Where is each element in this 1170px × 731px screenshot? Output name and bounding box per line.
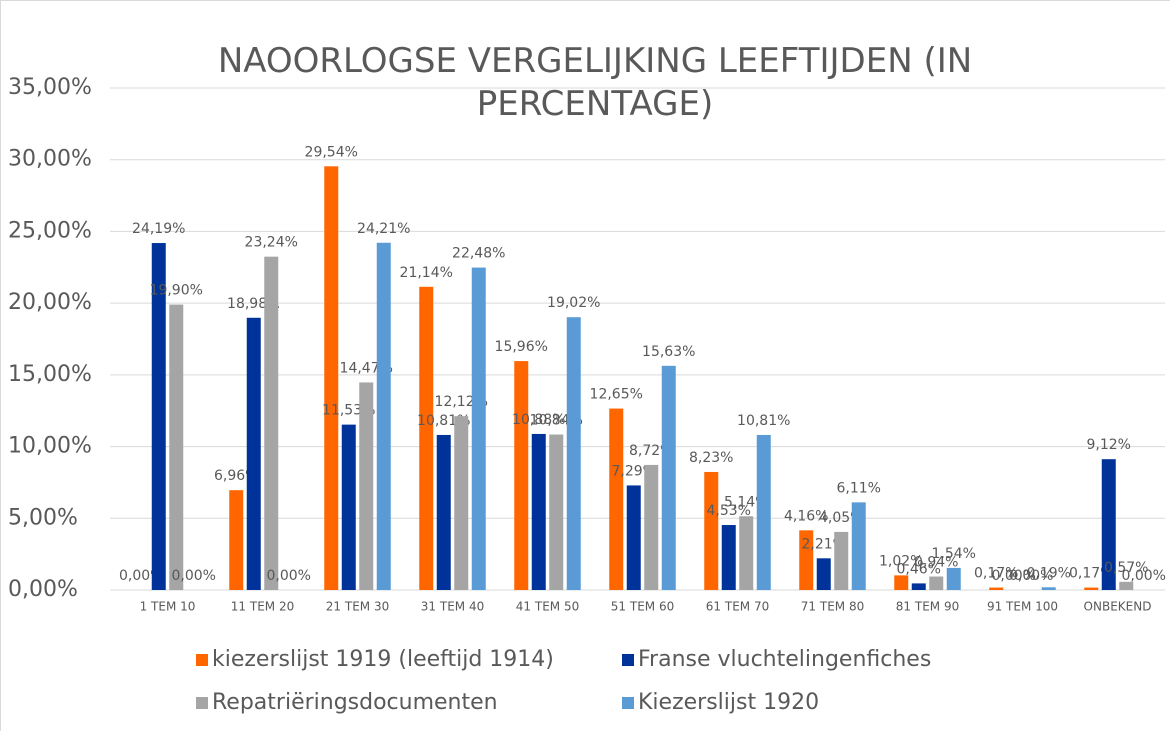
data-label: 10,81% — [737, 413, 790, 429]
data-label: 15,96% — [495, 339, 548, 355]
legend-swatch — [196, 654, 208, 666]
data-label: 19,90% — [150, 283, 203, 299]
data-label: 0,46% — [897, 561, 941, 577]
bar — [851, 502, 866, 590]
data-label: 0,00% — [172, 568, 216, 584]
data-label: 0,00% — [1009, 568, 1053, 584]
bar — [929, 576, 944, 590]
bar — [169, 304, 184, 590]
bar — [566, 317, 581, 590]
data-label: 10,88% — [512, 412, 565, 428]
bar — [739, 516, 754, 590]
bar — [894, 575, 909, 590]
x-tick-label: 1 TEM 10 — [140, 600, 196, 614]
data-label: 23,24% — [245, 235, 298, 251]
bar — [661, 365, 676, 590]
bar — [514, 361, 529, 590]
bar — [264, 256, 279, 590]
bar — [1084, 587, 1099, 590]
data-label: 12,65% — [590, 387, 643, 403]
bar — [246, 317, 261, 590]
legend-swatch — [196, 697, 208, 709]
bar — [704, 471, 719, 590]
data-label: 1,02% — [879, 553, 923, 569]
data-label: 24,19% — [132, 221, 185, 237]
data-label: 19,02% — [547, 295, 600, 311]
bar — [834, 531, 849, 590]
data-label: 9,12% — [1087, 437, 1131, 453]
x-tick-label: 51 TEM 60 — [611, 600, 674, 614]
bar — [756, 434, 771, 590]
legend-label: Repatriëringsdocumenten — [212, 690, 498, 715]
bar — [341, 424, 356, 590]
bar — [989, 587, 1004, 590]
legend-label: Franse vluchtelingenfiches — [638, 647, 931, 672]
bar — [1041, 587, 1056, 590]
y-tick-label: 20,00% — [8, 290, 92, 315]
bar — [376, 242, 391, 590]
bar — [644, 464, 659, 590]
x-tick-label: 91 TEM 100 — [987, 600, 1058, 614]
bar — [454, 416, 469, 590]
x-tick-label: 61 TEM 70 — [706, 600, 769, 614]
bar — [799, 530, 814, 590]
legend-label: Kiezerslijst 1920 — [638, 690, 819, 715]
bar — [419, 286, 434, 590]
data-label: 0,00% — [1122, 568, 1166, 584]
bar — [911, 583, 926, 590]
bar — [1101, 459, 1116, 590]
bar — [946, 567, 961, 590]
data-label: 6,11% — [837, 480, 881, 496]
data-label: 29,54% — [305, 144, 358, 160]
x-tick-label: 31 TEM 40 — [421, 600, 484, 614]
data-label: 22,48% — [452, 246, 505, 262]
data-label: 8,23% — [689, 450, 733, 466]
bar — [229, 490, 244, 590]
data-label: 0,00% — [992, 568, 1036, 584]
data-label: 21,14% — [400, 265, 453, 281]
x-tick-label: 81 TEM 90 — [896, 600, 959, 614]
y-tick-label: 15,00% — [8, 362, 92, 387]
x-tick-label: 21 TEM 30 — [326, 600, 389, 614]
data-label: 0,57% — [1104, 560, 1148, 576]
data-label: 4,53% — [707, 503, 751, 519]
data-label: 0,94% — [914, 555, 958, 571]
bar — [359, 382, 374, 590]
bar — [816, 558, 831, 590]
bar — [324, 166, 339, 590]
bar — [549, 434, 564, 590]
data-label: 0,19% — [1027, 565, 1071, 581]
data-label: 24,21% — [357, 221, 410, 237]
data-label: 1,54% — [932, 546, 976, 562]
y-tick-label: 0,00% — [8, 577, 78, 602]
x-tick-label: 71 TEM 80 — [801, 600, 864, 614]
data-label: 4,16% — [784, 508, 828, 524]
legend-swatch — [622, 697, 634, 709]
legend-swatch — [622, 654, 634, 666]
legend-label: kiezerslijst 1919 (leeftijd 1914) — [212, 647, 554, 672]
bar — [471, 267, 486, 590]
y-tick-label: 25,00% — [8, 218, 92, 243]
bar — [626, 485, 641, 590]
y-tick-label: 5,00% — [8, 505, 78, 530]
bar — [609, 408, 624, 590]
bar — [721, 525, 736, 590]
data-label: 0,17% — [974, 566, 1018, 582]
y-tick-label: 35,00% — [8, 75, 92, 100]
bar — [531, 433, 546, 590]
bar — [1119, 581, 1134, 590]
y-tick-label: 30,00% — [8, 147, 92, 172]
bar — [151, 243, 166, 591]
x-tick-label: ONBEKEND — [1084, 600, 1152, 614]
chart-title: NAOORLOGSE VERGELIJKING LEEFTIJDEN (IN P… — [217, 41, 973, 124]
x-tick-label: 41 TEM 50 — [516, 600, 579, 614]
y-tick-label: 10,00% — [8, 434, 92, 459]
data-label: 15,63% — [642, 344, 695, 360]
bar — [436, 434, 451, 590]
x-tick-label: 11 TEM 20 — [231, 600, 294, 614]
data-label: 0,00% — [267, 568, 311, 584]
